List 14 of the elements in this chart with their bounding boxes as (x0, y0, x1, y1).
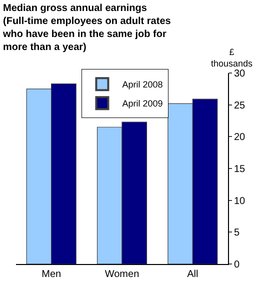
y-tick-label: 5 (234, 228, 240, 239)
y-axis-title: £ thousands (211, 47, 254, 69)
y-tick-label: 10 (234, 196, 246, 207)
x-tick-label: Women (104, 269, 140, 280)
legend-label: April 2009 (122, 98, 163, 109)
chart-title: Median gross annual earnings (Full-time employees on adult rates who have been in the same job for more than a year) (2, 3, 172, 53)
x-tick-label: Men (42, 269, 62, 280)
y-tick-label: 0 (234, 260, 240, 270)
y-tick-label: 30 (234, 68, 246, 80)
y-tick-label: 20 (234, 132, 246, 144)
x-tick-label: All (187, 269, 198, 280)
y-tick-label: 15 (234, 164, 246, 175)
y-tick-label: 25 (234, 100, 246, 112)
legend-label: April 2008 (122, 80, 163, 90)
